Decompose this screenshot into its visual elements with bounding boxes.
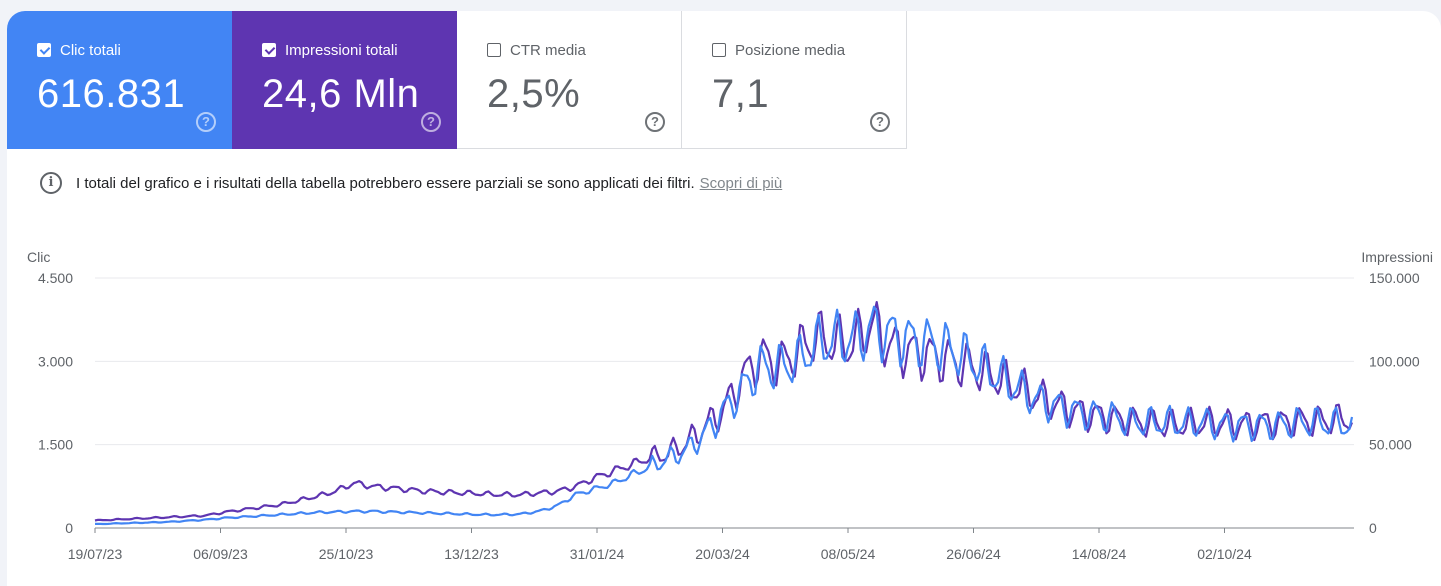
info-text: I totali del grafico e i risultati della… xyxy=(76,174,695,192)
y-right-tick-label: 0 xyxy=(1369,520,1377,536)
y-axis-left-ticks: 4.500 3.000 1.500 0 xyxy=(38,270,73,536)
x-tick-label: 08/05/24 xyxy=(821,546,876,562)
chart-series xyxy=(94,301,1354,526)
y-right-tick-label: 100.000 xyxy=(1369,353,1420,369)
metric-value: 24,6 Mln xyxy=(262,72,420,116)
x-tick-label: 19/07/23 xyxy=(68,546,123,562)
y-left-tick-label: 3.000 xyxy=(38,353,73,369)
x-tick-label: 06/09/23 xyxy=(193,546,248,562)
y-right-tick-label: 150.000 xyxy=(1369,270,1420,286)
help-icon[interactable]: ? xyxy=(870,112,890,132)
x-tick-label: 14/08/24 xyxy=(1072,546,1127,562)
info-icon: i xyxy=(40,172,62,194)
checkbox-checked-icon[interactable] xyxy=(37,43,51,57)
metric-label: Impressioni totali xyxy=(285,41,398,59)
metric-value: 2,5% xyxy=(487,72,581,116)
y-left-tick-label: 4.500 xyxy=(38,270,73,286)
y-axis-right-ticks: 150.000 100.000 50.000 0 xyxy=(1369,270,1420,536)
help-icon[interactable]: ? xyxy=(421,112,441,132)
x-tick-label: 20/03/24 xyxy=(695,546,750,562)
chart-gridlines xyxy=(95,277,1354,529)
metric-card-total-clicks[interactable]: Clic totali 616.831 ? xyxy=(7,11,232,149)
metric-card-total-impressions[interactable]: Impressioni totali 24,6 Mln ? xyxy=(232,11,457,149)
help-icon[interactable]: ? xyxy=(196,112,216,132)
checkbox-unchecked-icon[interactable] xyxy=(487,43,501,57)
y-left-tick-label: 1.500 xyxy=(38,437,73,453)
metric-card-average-position[interactable]: Posizione media 7,1 ? xyxy=(682,11,907,149)
metric-value: 7,1 xyxy=(712,72,770,116)
y-right-tick-label: 50.000 xyxy=(1369,437,1412,453)
metric-card-average-ctr[interactable]: CTR media 2,5% ? xyxy=(457,11,682,149)
metric-label: CTR media xyxy=(510,41,586,59)
learn-more-link[interactable]: Scopri di più xyxy=(699,174,783,192)
series-line-impressions xyxy=(94,301,1354,522)
info-banner: i I totali del grafico e i risultati del… xyxy=(40,172,782,194)
metric-label: Clic totali xyxy=(60,41,121,59)
x-tick-label: 31/01/24 xyxy=(570,546,625,562)
x-tick-label: 26/06/24 xyxy=(946,546,1001,562)
metric-label: Posizione media xyxy=(735,41,846,59)
checkbox-unchecked-icon[interactable] xyxy=(712,43,726,57)
performance-line-chart: Clic Impressioni 4.500 3.000 1.500 0 150.00… xyxy=(27,249,1433,562)
y-axis-left-label: Clic xyxy=(27,249,50,265)
performance-card: Clic totali 616.831 ? Impressioni totali… xyxy=(7,11,1441,586)
series-line-clicks xyxy=(94,305,1354,526)
x-tick-label: 25/10/23 xyxy=(319,546,374,562)
y-axis-right-label: Impressioni xyxy=(1361,249,1433,265)
y-left-tick-label: 0 xyxy=(65,520,73,536)
x-tick-label: 13/12/23 xyxy=(444,546,499,562)
checkbox-checked-icon[interactable] xyxy=(262,43,276,57)
help-icon[interactable]: ? xyxy=(645,112,665,132)
x-tick-label: 02/10/24 xyxy=(1197,546,1252,562)
x-axis-ticks: 19/07/23 06/09/23 25/10/23 13/12/23 31/01/24… xyxy=(68,528,1252,562)
metric-value: 616.831 xyxy=(37,72,186,116)
